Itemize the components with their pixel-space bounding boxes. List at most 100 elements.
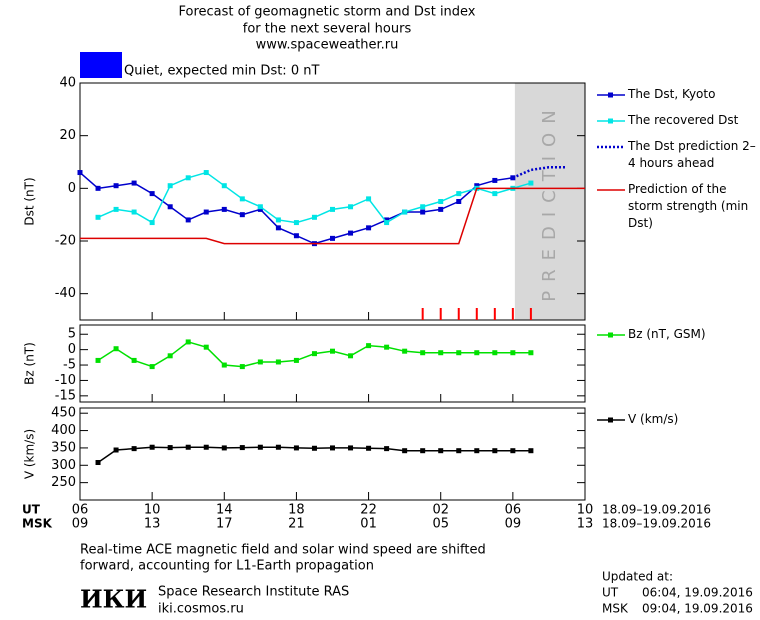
point <box>203 209 209 215</box>
point <box>510 350 516 356</box>
point <box>384 220 390 226</box>
x-tick-label: 18 <box>288 503 305 518</box>
point <box>330 235 335 241</box>
title: www.spaceweather.ru <box>256 38 399 53</box>
point <box>456 191 462 197</box>
point <box>239 364 245 370</box>
point <box>149 220 155 226</box>
point <box>474 350 480 356</box>
y-tick-label: -15 <box>55 388 76 403</box>
x-tick-label: 10 <box>144 503 161 518</box>
point <box>77 170 83 176</box>
y-tick-label: 0 <box>68 342 76 357</box>
point <box>239 445 245 451</box>
point <box>293 233 299 239</box>
point <box>131 209 137 215</box>
legend-entry: Bz (nT, GSM) <box>628 327 706 341</box>
x-tick-label: 14 <box>216 503 233 518</box>
point <box>203 170 209 176</box>
note: forward, accounting for L1-Earth propaga… <box>80 559 374 574</box>
x-tick-label: 05 <box>432 517 449 532</box>
point <box>275 444 281 450</box>
point <box>203 344 209 350</box>
x-tick-label: 01 <box>360 517 377 532</box>
x-tick-label: 09 <box>505 517 522 532</box>
plot-frame <box>79 407 586 501</box>
x-tick-label: 09 <box>72 517 89 532</box>
point <box>221 183 227 189</box>
point <box>438 350 444 356</box>
x-row-dates: 18.09–19.09.2016 <box>602 503 711 517</box>
point <box>95 214 101 220</box>
point <box>311 351 317 357</box>
y-axis-label: Dst (nT) <box>23 177 37 225</box>
point <box>131 357 137 363</box>
point <box>293 357 299 363</box>
legend-marker <box>608 92 613 98</box>
point <box>167 183 173 189</box>
point <box>474 448 480 454</box>
x-tick-label: 13 <box>144 517 161 532</box>
y-tick-label: 5 <box>68 327 76 342</box>
point <box>311 445 317 451</box>
series-line <box>80 187 585 245</box>
point <box>293 445 299 451</box>
x-tick-label: 22 <box>360 503 377 518</box>
x-tick-label: 02 <box>432 503 449 518</box>
point <box>348 445 354 451</box>
point <box>528 448 534 454</box>
status-swatch <box>80 52 122 78</box>
y-axis-label: V (km/s) <box>23 429 37 479</box>
point <box>366 343 372 349</box>
plot-frame <box>79 82 586 321</box>
point <box>456 448 462 454</box>
plot-frame <box>79 324 586 403</box>
note: Real-time ACE magnetic field and solar w… <box>80 543 486 558</box>
y-tick-label: 350 <box>51 440 76 455</box>
title: for the next several hours <box>243 22 412 37</box>
series-line <box>79 171 513 245</box>
point <box>384 217 390 223</box>
point <box>221 206 227 212</box>
point <box>384 344 390 350</box>
point <box>185 339 191 345</box>
point <box>402 348 408 354</box>
updated-zone: UT <box>602 586 619 600</box>
point <box>420 350 426 356</box>
point <box>348 230 354 236</box>
point <box>456 350 462 356</box>
point <box>185 444 191 450</box>
legend-marker <box>608 118 613 124</box>
point <box>330 348 335 354</box>
y-tick-label: 40 <box>59 76 76 91</box>
point <box>438 206 444 212</box>
y-tick-label: -10 <box>55 373 76 388</box>
prediction-band <box>514 83 585 320</box>
point <box>402 448 408 454</box>
point <box>257 359 263 365</box>
updated-time: 09:04, 19.09.2016 <box>642 602 753 616</box>
point <box>131 180 137 186</box>
point <box>149 444 155 450</box>
legend-marker <box>608 417 613 423</box>
point <box>402 209 408 215</box>
x-row-label: UT <box>22 503 41 517</box>
point <box>167 204 173 210</box>
point <box>257 204 263 210</box>
point <box>185 217 191 223</box>
updated-time: 06:04, 19.09.2016 <box>642 586 753 600</box>
point <box>113 183 119 189</box>
legend-entry: The Dst prediction 2–4 hours ahead <box>628 139 756 170</box>
institute: Space Research Institute RAS <box>158 585 349 600</box>
point <box>239 212 245 218</box>
point <box>330 445 335 451</box>
x-row-dates: 18.09–19.09.2016 <box>602 517 711 531</box>
x-tick-label: 17 <box>216 517 233 532</box>
point <box>167 353 173 359</box>
legend-entry: Prediction of the storm strength (min Ds… <box>628 182 749 230</box>
point <box>420 448 426 454</box>
point <box>311 214 317 220</box>
prediction-label: PREDICTION <box>539 101 560 301</box>
point <box>348 353 354 359</box>
